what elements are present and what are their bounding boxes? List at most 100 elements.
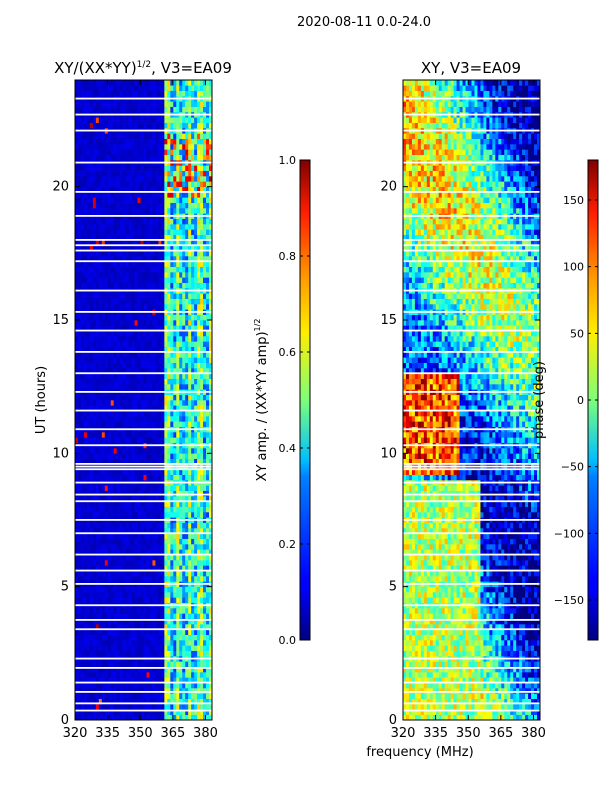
- heatmap-cell: [173, 325, 177, 331]
- heatmap-cell: [137, 240, 141, 246]
- heatmap-cell: [143, 437, 147, 443]
- heatmap-cell: [86, 544, 91, 550]
- heatmap-cell: [167, 266, 171, 273]
- heatmap-cell: [158, 709, 162, 715]
- heatmap-cell: [191, 597, 195, 603]
- heatmap-cell: [203, 586, 207, 593]
- heatmap-cell: [182, 501, 186, 507]
- heatmap-cell: [125, 490, 129, 497]
- heatmap-cell: [143, 224, 147, 230]
- heatmap-cell: [188, 240, 192, 246]
- heatmap-cell: [119, 560, 123, 566]
- heatmap-cell: [185, 501, 189, 507]
- heatmap-cell: [92, 506, 97, 513]
- heatmap-cell: [128, 640, 132, 646]
- heatmap-cell: [119, 714, 123, 720]
- heatmap-cell: [194, 624, 198, 630]
- heatmap-cell: [83, 240, 88, 246]
- heatmap-cell: [131, 384, 135, 390]
- heatmap-cell: [176, 512, 180, 518]
- heatmap-cell: [206, 629, 210, 635]
- heatmap-cell: [89, 362, 94, 369]
- heatmap-cell: [134, 693, 138, 699]
- heatmap-cell: [209, 229, 212, 235]
- heatmap-cell: [75, 672, 79, 678]
- heatmap-cell: [104, 149, 109, 155]
- heatmap-cell: [164, 704, 168, 710]
- heatmap-cell: [161, 496, 165, 502]
- heatmap-cell: [143, 272, 147, 278]
- heatmap-cell: [200, 512, 204, 518]
- heatmap-cell: [113, 693, 117, 699]
- heatmap-cell: [113, 384, 117, 390]
- heatmap-cell: [185, 224, 189, 230]
- heatmap-cell: [203, 234, 207, 241]
- heatmap-cell: [176, 261, 180, 267]
- heatmap-cell: [104, 341, 109, 347]
- heatmap-cell: [185, 512, 189, 518]
- heatmap-cell: [116, 336, 120, 342]
- heatmap-cell: [80, 501, 85, 507]
- heatmap-cell: [113, 378, 117, 385]
- heatmap-cell: [209, 688, 212, 694]
- heatmap-cell: [77, 362, 82, 369]
- heatmap-cell: [98, 154, 103, 161]
- heatmap-cell: [155, 314, 159, 321]
- heatmap-cell: [197, 186, 201, 193]
- heatmap-cell: [98, 208, 103, 214]
- heatmap-cell: [98, 330, 103, 337]
- heatmap-cell: [149, 586, 153, 593]
- heatmap-cell: [161, 512, 165, 518]
- heatmap-cell: [164, 565, 168, 571]
- heatmap-cell: [107, 458, 112, 465]
- heatmap-cell: [92, 528, 97, 534]
- heatmap-cell: [140, 576, 144, 582]
- heatmap-cell: [173, 501, 177, 507]
- heatmap-cell: [185, 522, 189, 529]
- heatmap-cell: [92, 170, 97, 177]
- heatmap-cell: [77, 645, 82, 651]
- heatmap-cell: [161, 282, 165, 289]
- heatmap-cell: [107, 629, 112, 635]
- heatmap-cell: [89, 170, 94, 177]
- heatmap-cell: [122, 170, 126, 177]
- heatmap-cell: [206, 352, 210, 358]
- heatmap-cell: [110, 325, 115, 331]
- heatmap-cell: [185, 469, 189, 475]
- heatmap-cell: [110, 229, 115, 235]
- heatmap-cell: [155, 138, 159, 145]
- heatmap-cell: [119, 144, 123, 150]
- heatmap-cell: [194, 202, 198, 209]
- heatmap-cell: [86, 512, 91, 518]
- heatmap-cell: [83, 277, 88, 283]
- heatmap-cell: [173, 405, 177, 411]
- heatmap-cell: [170, 474, 174, 481]
- heatmap-cell: [179, 624, 183, 630]
- heatmap-cell: [107, 592, 112, 598]
- heatmap-cell: [95, 144, 100, 150]
- heatmap-cell: [161, 362, 165, 369]
- heatmap-cell: [188, 266, 192, 273]
- heatmap-cell: [182, 608, 186, 614]
- heatmap-cell: [137, 448, 141, 454]
- heatmap-cell: [173, 314, 177, 321]
- heatmap-cell: [113, 549, 117, 555]
- heatmap-cell: [158, 538, 162, 545]
- heatmap-cell: [185, 181, 189, 187]
- heatmap-cell: [185, 218, 189, 225]
- heatmap-cell: [173, 357, 177, 363]
- heatmap-cell: [155, 218, 159, 225]
- heatmap-cell: [137, 154, 141, 161]
- heatmap-cell: [158, 629, 162, 635]
- heatmap-cell: [134, 165, 138, 171]
- heatmap-cell: [197, 314, 201, 321]
- heatmap-cell: [161, 357, 165, 363]
- heatmap-cell: [116, 277, 120, 283]
- heatmap-cell: [98, 256, 103, 262]
- heatmap-cell: [155, 688, 159, 694]
- heatmap-cell: [125, 245, 129, 251]
- heatmap-cell: [137, 325, 141, 331]
- heatmap-cell: [191, 202, 195, 209]
- heatmap-cell: [155, 256, 159, 262]
- heatmap-cell: [101, 368, 106, 374]
